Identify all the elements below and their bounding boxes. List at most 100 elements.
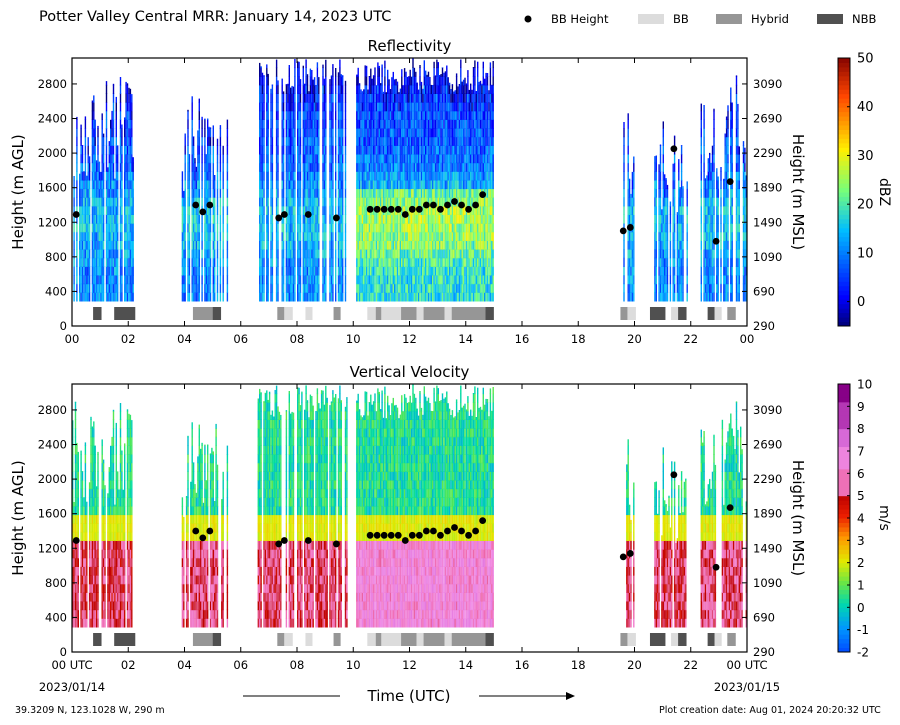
x-tick-label: 20 [627, 332, 642, 346]
bb-type-bar [714, 633, 722, 646]
legend-label: NBB [852, 12, 876, 26]
bb-height-point [304, 537, 312, 544]
bb-height-point [430, 201, 437, 209]
y-axis-label: Height (m AGL) [9, 460, 27, 575]
bb-type-bar [212, 633, 222, 646]
bb-height-point [422, 527, 430, 535]
colorbar-tick-label: -1 [857, 623, 869, 637]
bb-type-bar [485, 307, 494, 320]
bb-type-bar [423, 633, 445, 646]
bb-type-bar [277, 307, 285, 320]
bb-height-series [72, 145, 734, 245]
bb-height-point [451, 524, 458, 531]
bb-type-bar [485, 633, 494, 646]
bb-type-bar [212, 307, 222, 320]
x-tick-label: 14 [458, 658, 473, 672]
bb-type-bar [277, 633, 285, 646]
bb-type-bar [416, 633, 424, 646]
x-tick-label: 06 [233, 658, 248, 672]
bb-height-point [712, 237, 720, 245]
bb-type-bar [305, 307, 313, 320]
bb-height-point [465, 531, 472, 539]
creation-date-label: Plot creation date: Aug 01, 2024 20:20:3… [659, 705, 881, 716]
colorbar-tick-label: 1 [857, 579, 865, 593]
end-date-label: 2023/01/15 [714, 680, 780, 694]
colorbar-tick-label: 3 [857, 534, 865, 548]
bb-height-point [332, 214, 340, 222]
panel-reflectivity: Reflectivity0400800120016002000240028002… [9, 37, 892, 346]
y-tick-label: 2400 [38, 112, 67, 126]
bb-type-bar [93, 307, 102, 320]
y-tick-label: 1200 [38, 541, 67, 555]
legend-label: BB [673, 12, 689, 26]
x-tick-label: 18 [571, 332, 586, 346]
bb-height-point [430, 527, 437, 535]
colorbar-label: m/s [876, 505, 892, 531]
bb-type-bar [678, 307, 687, 320]
y2-tick-label: 290 [753, 319, 775, 333]
legend-swatch [817, 14, 843, 24]
y-tick-label: 0 [60, 319, 67, 333]
colorbar-tick-label: 2 [857, 556, 865, 570]
y2-tick-label: 1490 [753, 215, 782, 229]
bb-type-bar [707, 307, 715, 320]
y-tick-label: 2000 [38, 146, 67, 160]
bb-height-point [280, 537, 288, 544]
bb-type-bar [627, 633, 636, 646]
panel-title: Reflectivity [368, 37, 452, 55]
bb-height-series [72, 471, 734, 571]
y2-tick-label: 2690 [753, 438, 782, 452]
y-tick-label: 0 [60, 645, 67, 659]
x-tick-label: 02 [121, 332, 136, 346]
bb-height-point [394, 531, 402, 539]
bb-height-point [422, 201, 430, 209]
x-tick-label: 20 [627, 658, 642, 672]
bb-height-point [366, 205, 374, 213]
bb-height-point [437, 531, 444, 539]
bb-height-point [479, 517, 487, 524]
bb-height-point [394, 205, 402, 213]
colorbar-label: dBZ [876, 178, 892, 206]
bb-height-point [280, 211, 288, 218]
x-tick-label: 14 [458, 332, 473, 346]
x-tick-label: 22 [683, 658, 698, 672]
bb-height-point [726, 504, 734, 512]
y-tick-label: 800 [45, 250, 67, 264]
bb-height-point [444, 201, 451, 209]
bb-height-point [465, 205, 472, 213]
bb-height-point [206, 527, 214, 535]
bb-type-bar [367, 633, 376, 646]
x-tick-label: 04 [177, 658, 192, 672]
colorbar-tick-label: 7 [857, 445, 865, 459]
y2-tick-label: 1490 [753, 541, 782, 555]
bb-height-point [415, 205, 423, 213]
panel-title: Vertical Velocity [350, 363, 470, 381]
colorbar-tick-label: 5 [857, 489, 865, 503]
colorbar: 0 10 20 30 40 50 dBZ [837, 52, 892, 327]
x-tick-label: 16 [515, 658, 530, 672]
bb-height-point [415, 531, 423, 539]
colorbar-tick-label: 0 [857, 295, 865, 310]
x-tick-label: 00 UTC [51, 658, 92, 672]
colorbar-tick-label: 8 [857, 422, 865, 436]
y2-axis-label: Height (m MSL) [789, 460, 807, 576]
y2-tick-label: 1890 [753, 507, 782, 521]
y2-tick-label: 3090 [753, 77, 782, 91]
bb-height-point [199, 534, 207, 542]
y2-tick-label: 3090 [753, 403, 782, 417]
bb-type-bar [727, 307, 736, 320]
bb-height-point [192, 527, 200, 535]
bb-height-point [670, 145, 678, 153]
x-tick-label: 12 [402, 658, 417, 672]
bb-type-bar [714, 307, 722, 320]
x-tick-label: 06 [233, 332, 248, 346]
x-tick-label: 22 [683, 332, 698, 346]
bb-type-bar [375, 633, 382, 646]
y-tick-label: 1200 [38, 215, 67, 229]
bb-height-point [401, 537, 409, 544]
bb-type-bar [423, 307, 445, 320]
bb-type-bar [333, 307, 341, 320]
bb-height-point [373, 205, 381, 213]
bb-height-point [72, 211, 80, 218]
bb-type-bar [620, 307, 628, 320]
